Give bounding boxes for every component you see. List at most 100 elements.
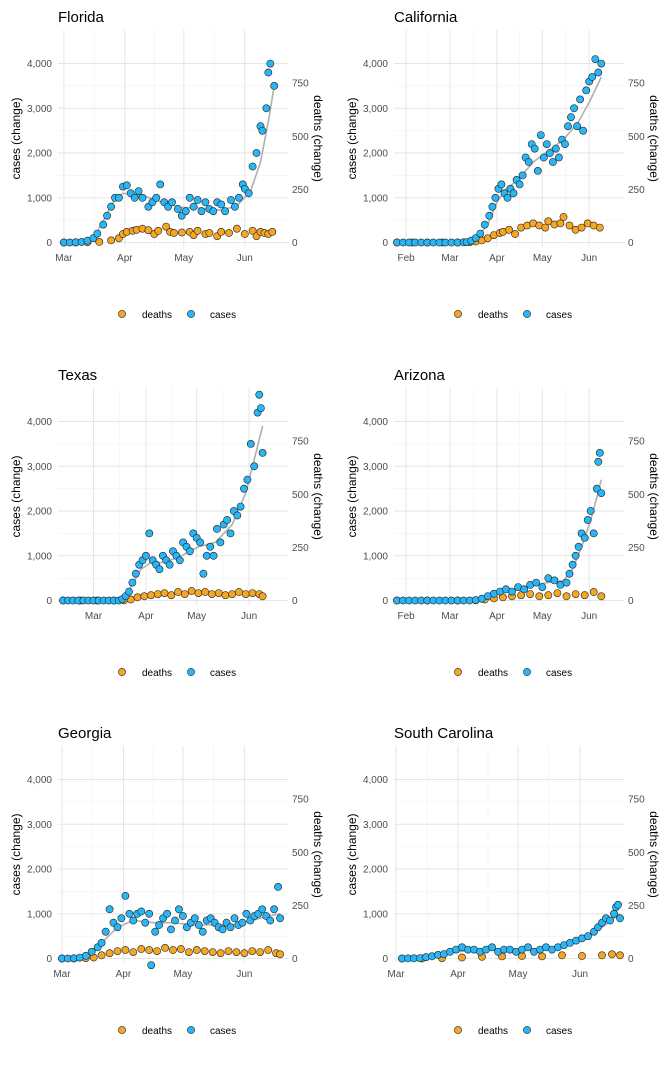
cases-point	[545, 149, 554, 157]
y-tick-label: 4,000	[27, 417, 52, 428]
deaths-point	[597, 592, 606, 601]
cases-point	[156, 180, 165, 189]
cases-point	[216, 538, 225, 547]
y-tick-label: 3,000	[27, 462, 52, 473]
legend: deaths cases	[118, 310, 236, 321]
legend: deaths cases	[454, 1026, 572, 1037]
deaths-point	[214, 589, 223, 597]
cases-point	[93, 229, 102, 238]
cases-point	[256, 404, 265, 412]
deaths-point	[208, 948, 217, 956]
cases-point	[530, 144, 539, 153]
y-axis-title: cases (change)	[9, 455, 23, 537]
deaths-point	[205, 229, 214, 237]
deaths-point	[535, 592, 544, 601]
cases-point	[580, 533, 589, 542]
deaths-series	[398, 950, 624, 963]
cases-point	[244, 189, 253, 198]
y2-tick-label: 750	[292, 79, 309, 90]
cases-point	[185, 193, 194, 202]
deaths-point	[228, 590, 237, 598]
cases-point	[574, 542, 583, 551]
deaths-point	[184, 948, 193, 956]
cases-point	[137, 907, 146, 916]
x-tick-label: May	[187, 611, 206, 622]
y-tick-label: 2,000	[363, 149, 388, 160]
cases-point	[582, 86, 591, 95]
cases-point	[107, 202, 115, 211]
cases-point	[202, 551, 211, 560]
cases-point	[579, 126, 587, 135]
y-tick-label: 0	[382, 238, 388, 249]
cases-point	[97, 938, 106, 947]
deaths-point	[221, 591, 230, 600]
deaths-point	[144, 226, 153, 235]
x-tick-label: Mar	[55, 253, 73, 264]
cases-point	[145, 529, 154, 538]
cases-point	[115, 193, 123, 202]
cases-point	[201, 198, 210, 207]
deaths-point	[137, 945, 146, 953]
cases-point	[198, 927, 207, 936]
x-tick-label: Mar	[53, 969, 71, 980]
cases-point	[113, 923, 122, 932]
deaths-point	[153, 590, 162, 598]
deaths-point	[176, 945, 185, 953]
cases-point	[488, 202, 497, 211]
y2-tick-label: 250	[628, 543, 645, 554]
cases-point	[515, 180, 524, 189]
y2-tick-label: 500	[292, 848, 309, 859]
y2-tick-label: 0	[628, 238, 634, 249]
cases-point	[209, 207, 218, 216]
deaths-point	[544, 217, 553, 226]
x-tick-label: Feb	[397, 253, 415, 264]
y-tick-label: 3,000	[363, 820, 388, 831]
y-axis-title: cases (change)	[345, 97, 359, 179]
y2-tick-label: 750	[292, 795, 309, 806]
cases-point	[206, 542, 215, 551]
y2-tick-label: 250	[292, 901, 309, 912]
legend-label-cases: cases	[546, 1026, 572, 1037]
cases-point	[221, 207, 229, 216]
legend-key-deaths	[454, 1026, 462, 1034]
deaths-point	[458, 953, 466, 962]
grid	[394, 746, 624, 963]
deaths-point	[194, 589, 203, 597]
cases-point	[236, 502, 245, 511]
cases-series	[393, 449, 606, 605]
legend-label-cases: cases	[546, 668, 572, 679]
legend-label-deaths: deaths	[478, 668, 508, 679]
deaths-point	[170, 229, 178, 237]
cases-point	[565, 569, 574, 578]
cases-point	[226, 529, 235, 538]
y2-tick-label: 500	[292, 490, 309, 501]
y2-tick-label: 750	[628, 79, 645, 90]
deaths-point	[225, 229, 233, 237]
cases-point	[197, 207, 206, 216]
cases-point	[141, 551, 150, 560]
x-tick-label: Mar	[441, 253, 459, 264]
cases-point	[238, 918, 247, 927]
cases-point	[538, 583, 547, 591]
cases-point	[167, 925, 175, 934]
cases-point	[591, 55, 600, 63]
x-tick-label: Apr	[138, 611, 154, 622]
y2-tick-label: 250	[292, 543, 309, 554]
cases-point	[258, 905, 267, 914]
deaths-point	[95, 237, 104, 246]
deaths-point	[538, 952, 546, 961]
cases-point	[276, 914, 284, 923]
deaths-point	[169, 946, 177, 954]
deaths-point	[177, 228, 186, 237]
cases-point	[175, 556, 184, 565]
deaths-point	[235, 588, 243, 596]
panel-texas: Texas 0 1,000 2,000 3,000 4,000 0 250 500 750 Mar A…	[9, 367, 325, 679]
deaths-point	[559, 213, 568, 221]
cases-point	[134, 187, 143, 195]
cases-point	[194, 921, 203, 929]
cases-point	[199, 569, 208, 578]
deaths-point	[121, 946, 130, 954]
x-tick-label: Apr	[489, 611, 505, 622]
y-tick-label: 1,000	[27, 551, 52, 562]
cases-point	[185, 547, 194, 556]
